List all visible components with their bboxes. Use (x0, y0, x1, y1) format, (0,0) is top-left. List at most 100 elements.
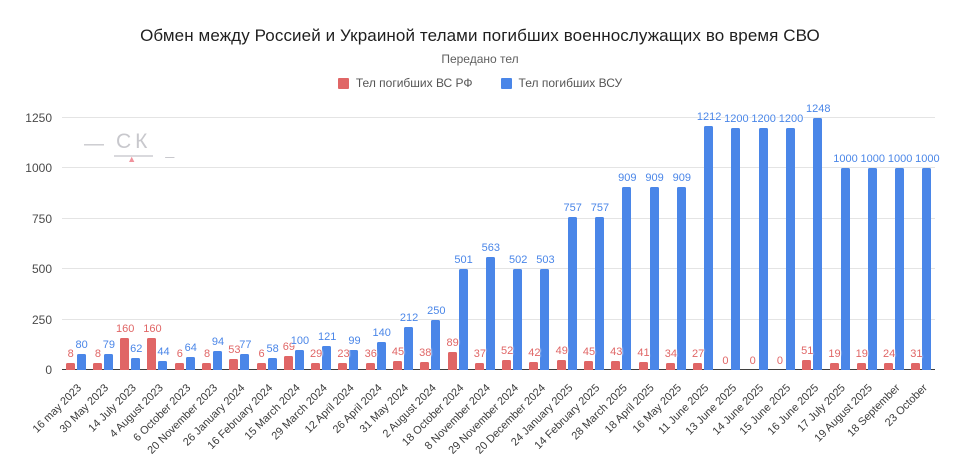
watermark-text: СК ▲ (114, 130, 154, 164)
value-label-vsu: 563 (481, 241, 501, 254)
bar-vsu (731, 128, 741, 370)
value-label-rf: 29 (310, 348, 323, 360)
bar-rf (202, 363, 212, 370)
value-label-rf: 89 (446, 337, 459, 350)
value-label-vsu: 1000 (915, 153, 940, 166)
value-label-rf: 42 (528, 346, 541, 359)
watermark-underscore: _ (165, 142, 175, 159)
legend-item-rf: Тел погибших ВС РФ (337, 76, 473, 90)
value-label-rf: 45 (582, 345, 596, 358)
value-label-vsu: 1000 (860, 153, 886, 166)
value-label-vsu: 1200 (778, 113, 804, 126)
value-label-vsu: 44 (157, 346, 170, 359)
y-axis-tick-label: 0 (45, 363, 52, 377)
value-label-rf: 41 (637, 346, 650, 359)
bar-rf (393, 360, 403, 370)
bar-vsu (76, 353, 86, 370)
bar-vsu (240, 354, 250, 370)
value-label-vsu: 501 (454, 254, 473, 266)
value-label-vsu: 64 (184, 342, 197, 355)
legend-swatch-vsu-icon (500, 77, 512, 89)
watermark-letters: СК (116, 130, 152, 153)
value-label-rf: 49 (555, 345, 568, 358)
value-label-rf: 0 (776, 355, 784, 367)
bar-rf (311, 363, 321, 370)
bar-vsu (922, 168, 932, 370)
value-label-rf: 24 (882, 348, 896, 360)
bar-rf (884, 363, 894, 370)
bar-rf (502, 359, 512, 370)
bar-rf (829, 363, 839, 370)
watermark: — СК ▲ _ (84, 128, 175, 164)
bar-vsu (540, 268, 550, 370)
bar-rf (174, 363, 184, 370)
bar-vsu (567, 217, 577, 370)
legend-swatch-rf-icon (337, 77, 349, 89)
value-label-vsu: 1000 (833, 153, 858, 166)
value-label-vsu: 909 (645, 171, 664, 184)
value-label-rf: 19 (855, 348, 868, 360)
value-label-vsu: 909 (618, 171, 637, 184)
y-axis-tick-label: 250 (31, 312, 52, 327)
value-label-vsu: 79 (102, 339, 116, 352)
y-axis-tick-label: 500 (31, 262, 52, 277)
gridline (62, 268, 935, 270)
bar-rf (665, 363, 675, 370)
bar-rf (856, 363, 866, 370)
bar-vsu (213, 351, 223, 370)
bar-vsu (594, 217, 604, 370)
value-label-vsu: 94 (211, 336, 225, 349)
bar-rf (474, 362, 484, 370)
bar-vsu (185, 357, 195, 370)
value-label-vsu: 140 (372, 326, 391, 339)
value-label-rf: 160 (143, 322, 162, 335)
value-label-vsu: 1248 (805, 103, 831, 116)
bar-vsu (103, 354, 113, 370)
bar-vsu (704, 125, 714, 370)
legend: Тел погибших ВС РФ Тел погибших ВСУ (0, 76, 960, 90)
value-label-vsu: 1212 (696, 110, 722, 123)
watermark-triangle-icon: ▲ (127, 154, 141, 164)
value-label-vsu: 80 (75, 338, 88, 351)
bar-rf (338, 363, 348, 370)
gridline (62, 117, 935, 118)
gridline (62, 167, 935, 169)
bar-vsu (294, 349, 304, 370)
bar-vsu (158, 361, 168, 370)
value-label-rf: 8 (203, 348, 211, 360)
value-label-vsu: 212 (399, 312, 419, 325)
value-label-vsu: 757 (590, 202, 610, 215)
bar-vsu (349, 350, 359, 370)
value-label-rf: 27 (691, 348, 705, 360)
value-label-vsu: 77 (239, 339, 252, 352)
bar-rf (92, 363, 102, 370)
x-axis-line (62, 369, 935, 370)
bar-rf (529, 361, 539, 370)
gridline (62, 318, 935, 320)
bar-vsu (813, 118, 823, 370)
bar-rf (229, 359, 239, 370)
value-label-rf: 38 (419, 347, 432, 360)
value-label-vsu: 121 (317, 330, 337, 343)
y-axis-tick-label: 1000 (25, 161, 52, 176)
value-label-vsu: 62 (130, 342, 143, 355)
value-label-vsu: 503 (536, 253, 555, 266)
value-label-rf: 0 (722, 355, 729, 367)
value-label-vsu: 757 (563, 202, 582, 215)
value-label-rf: 6 (176, 348, 183, 360)
bar-rf (420, 362, 430, 370)
bar-rf (147, 337, 157, 370)
bar-vsu (867, 168, 877, 370)
value-label-vsu: 1000 (887, 153, 913, 166)
bar-vsu (840, 168, 850, 370)
value-label-rf: 37 (473, 347, 486, 360)
value-label-rf: 19 (828, 348, 841, 360)
value-label-vsu: 1200 (751, 113, 776, 126)
bar-vsu (485, 256, 495, 370)
bar-rf (120, 337, 130, 370)
bar-vsu (785, 128, 795, 370)
value-label-rf: 69 (282, 341, 296, 354)
bar-vsu (267, 358, 277, 370)
value-label-rf: 31 (910, 348, 923, 360)
gridline (62, 217, 935, 219)
